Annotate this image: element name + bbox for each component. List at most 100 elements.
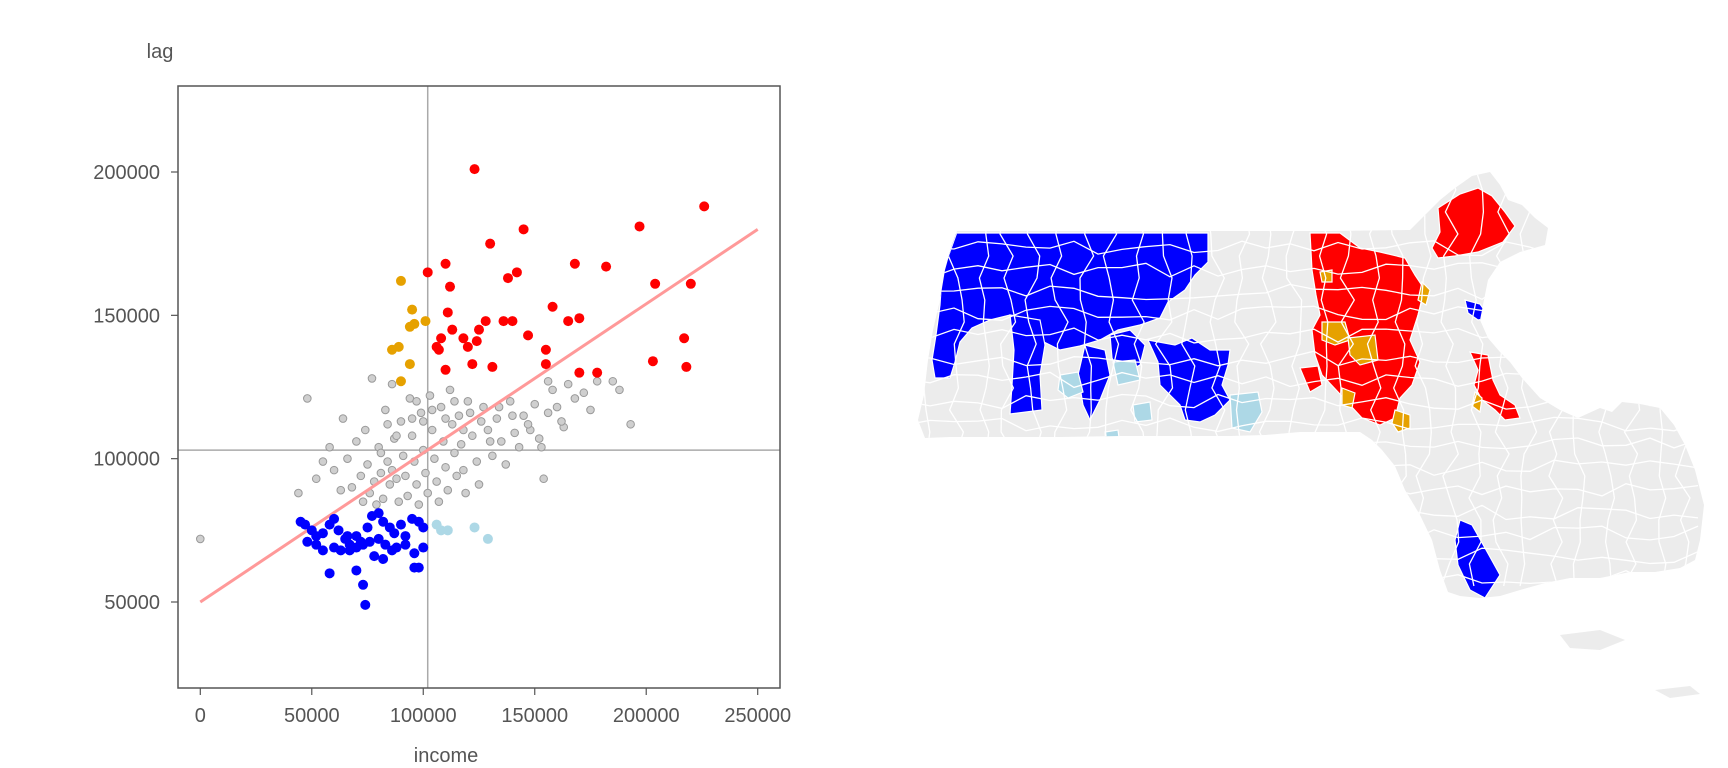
scatter-point-hh: [563, 316, 574, 327]
scatter-point-ns: [459, 465, 468, 475]
scatter-point-hh: [502, 273, 513, 284]
scatter-point-ns: [407, 431, 417, 441]
scatter-point-ns: [454, 411, 464, 420]
scatter-point-ns: [461, 488, 470, 498]
scatter-point-ns: [441, 414, 450, 423]
scatter-point-ns: [398, 451, 408, 461]
scatter-point-ns: [557, 417, 566, 426]
scatter-point-ll: [317, 545, 328, 556]
scatter-point-ll: [358, 579, 369, 590]
scatter-point-hh: [601, 261, 612, 272]
scatter-point-hh: [540, 344, 551, 355]
scatter-point-ns: [530, 399, 540, 409]
scatter-point-ns: [505, 397, 515, 406]
scatter-point-ns: [418, 417, 428, 426]
scatter-point-lh: [387, 344, 398, 355]
x-tick-label: 250000: [724, 705, 791, 727]
scatter-point-ns: [338, 414, 348, 423]
scatter-point-ns: [376, 468, 386, 478]
scatter-point-hh: [699, 201, 710, 212]
scatter-point-ns: [543, 408, 553, 418]
scatter-point-ns: [294, 488, 303, 498]
scatter-point-ns: [552, 402, 562, 412]
map-cluster-regions: [931, 187, 1521, 598]
points-significant: [295, 164, 710, 610]
scatter-point-hl: [482, 533, 493, 544]
scatter-point-ll: [302, 536, 313, 547]
scatter-point-ns: [474, 480, 484, 489]
scatter-point-ns: [311, 474, 321, 484]
scatter-point-hh: [440, 364, 451, 375]
scatter-point-ll: [351, 565, 362, 576]
scatter-point-ns: [476, 417, 486, 426]
scatter-point-ns: [360, 425, 370, 435]
scatter-point-ns: [579, 388, 589, 398]
scatter-point-ns: [430, 454, 439, 463]
scatter-point-ns: [425, 391, 435, 400]
scatter-point-ns: [407, 414, 417, 423]
x-axis-label: income: [414, 745, 478, 767]
scatter-point-ns: [427, 425, 437, 435]
scatter-point-ns: [563, 379, 573, 389]
scatter-point-ns: [479, 402, 488, 412]
town-border-v: [1492, 172, 1511, 587]
scatter-point-ll: [324, 568, 335, 579]
map-region-hh: [1431, 187, 1516, 259]
scatter-point-ll: [378, 516, 389, 527]
scatter-point-hh: [498, 316, 509, 327]
scatter-plot: lag income 0 50000 100000 150000 200000 25000…: [93, 41, 791, 767]
scatter-point-hh: [422, 267, 433, 278]
scatter-point-hh: [650, 278, 661, 289]
town-border-v: [1440, 172, 1460, 587]
scatter-point-ns: [434, 497, 444, 506]
island-marthas-vineyard: [1560, 630, 1625, 650]
y-tick-label: 150000: [93, 305, 160, 327]
scatter-point-ns: [485, 437, 495, 446]
scatter-point-ll: [400, 539, 411, 550]
scatter-point-ns: [358, 497, 368, 506]
scatter-point-ns: [387, 379, 397, 389]
scatter-point-ns: [492, 414, 502, 423]
x-tick-label: 50000: [284, 705, 340, 727]
scatter-point-hh: [507, 316, 518, 327]
scatter-point-ns: [352, 437, 361, 446]
x-axis: 0 50000 100000 150000 200000 250000: [195, 688, 791, 727]
scatter-point-ns: [412, 397, 421, 406]
scatter-point-ns: [519, 411, 528, 420]
map-region-lh: [1319, 269, 1333, 283]
scatter-point-ns: [303, 394, 312, 403]
y-tick-label: 50000: [104, 592, 160, 614]
scatter-point-hl: [469, 522, 480, 533]
scatter-point-hl: [442, 525, 453, 536]
scatter-point-ll: [380, 539, 391, 550]
scatter-point-ns: [534, 434, 544, 443]
scatter-point-hh: [679, 333, 690, 344]
scatter-point-ll: [333, 525, 344, 536]
scatter-point-ns: [450, 397, 459, 406]
scatter-point-ns: [367, 374, 377, 383]
scatter-point-hh: [487, 361, 498, 372]
scatter-point-ll: [373, 508, 384, 519]
mean-reference-lines: [178, 86, 780, 688]
scatter-point-ll: [373, 533, 384, 544]
scatter-point-ns: [443, 485, 453, 495]
scatter-point-ns: [436, 402, 446, 412]
town-border-v: [1468, 172, 1485, 587]
scatter-point-ns: [514, 442, 524, 452]
plot-frame: [177, 85, 781, 689]
scatter-point-ns: [465, 408, 475, 418]
map-region-ll: [1146, 337, 1231, 423]
y-tick-label: 200000: [93, 162, 160, 184]
scatter-point-ns: [539, 474, 548, 484]
map-region-lh: [1391, 409, 1411, 433]
scatter-point-ns: [363, 460, 372, 469]
scatter-point-hh: [436, 333, 447, 344]
scatter-point-ns: [501, 460, 511, 469]
scatter-point-ns: [468, 431, 477, 441]
scatter-point-hh: [574, 367, 585, 378]
scatter-point-hh: [681, 361, 692, 372]
scatter-point-ns: [496, 437, 506, 446]
scatter-point-ns: [508, 411, 517, 420]
scatter-point-lh: [395, 275, 406, 286]
scatter-point-ns: [548, 385, 557, 395]
